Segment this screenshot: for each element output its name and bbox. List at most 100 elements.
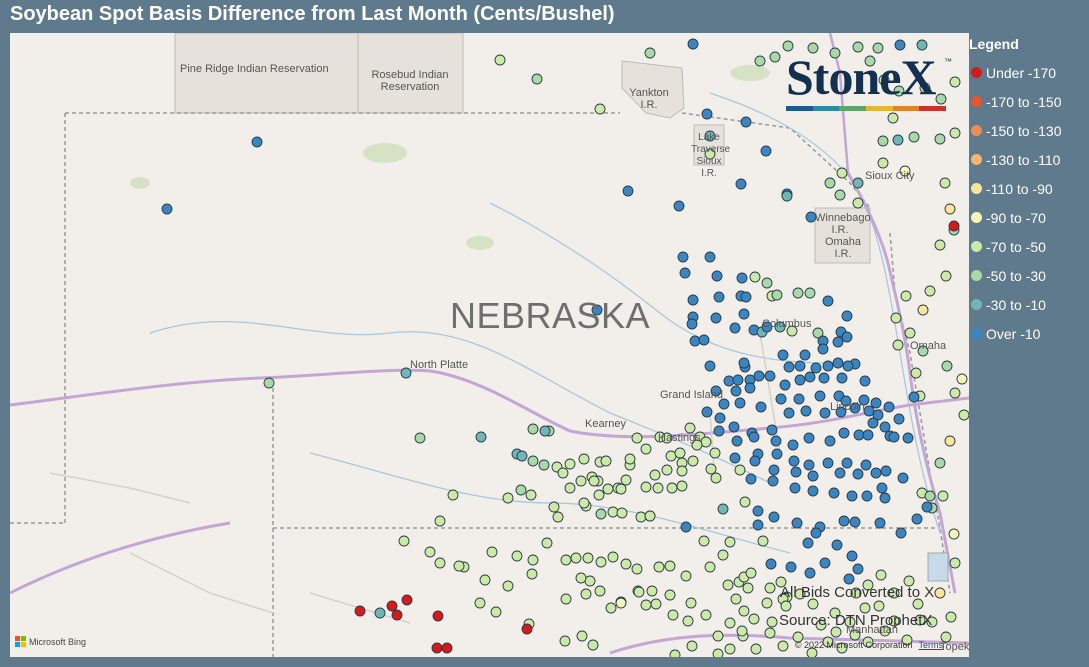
bid-marker[interactable] [724,617,736,629]
bid-marker[interactable] [872,42,884,54]
bid-marker[interactable] [474,597,486,609]
bid-marker[interactable] [729,452,741,464]
bid-marker[interactable] [803,432,815,444]
bid-marker[interactable] [900,290,912,302]
bid-marker[interactable] [764,582,776,594]
bid-marker[interactable] [724,643,736,655]
bid-marker[interactable] [740,116,752,128]
bid-marker[interactable] [525,489,537,501]
bid-marker[interactable] [892,339,904,351]
bid-marker[interactable] [934,457,946,469]
bid-marker[interactable] [861,490,873,502]
bid-marker[interactable] [434,515,446,527]
bid-marker[interactable] [819,407,831,419]
bid-marker[interactable] [901,634,913,646]
bid-marker[interactable] [712,630,724,642]
bid-marker[interactable] [689,335,701,347]
bid-marker[interactable] [775,393,787,405]
bid-marker[interactable] [870,397,882,409]
bid-marker[interactable] [794,374,806,386]
bid-marker[interactable] [686,318,698,330]
bid-marker[interactable] [400,367,412,379]
legend-item[interactable]: -50 to -30 [969,261,1087,290]
bid-marker[interactable] [806,647,818,657]
legend-item[interactable]: -30 to -10 [969,290,1087,319]
bid-marker[interactable] [949,76,961,88]
bid-marker[interactable] [745,567,757,579]
bid-marker[interactable] [894,39,906,51]
bid-marker[interactable] [948,220,960,232]
bid-marker[interactable] [832,336,844,348]
bid-marker[interactable] [775,576,787,588]
bid-marker[interactable] [852,41,864,53]
bid-marker[interactable] [712,648,724,657]
bid-marker[interactable] [835,406,847,418]
bid-marker[interactable] [594,103,606,115]
bid-marker[interactable] [594,585,606,597]
bid-marker[interactable] [749,271,761,283]
bid-marker[interactable] [682,615,694,627]
legend-item[interactable]: -130 to -110 [969,145,1087,174]
bid-marker[interactable] [494,54,506,66]
bid-marker[interactable] [908,131,920,143]
bid-marker[interactable] [527,423,539,435]
bid-marker[interactable] [877,157,889,169]
bid-marker[interactable] [890,312,902,324]
bid-marker[interactable] [766,424,778,436]
bid-marker[interactable] [949,127,961,139]
bid-marker[interactable] [738,308,750,320]
legend-item[interactable]: Under -170 [969,58,1087,87]
bid-marker[interactable] [873,600,885,612]
bid-marker[interactable] [860,459,872,471]
bid-marker[interactable] [862,636,874,648]
bid-marker[interactable] [852,197,864,209]
bid-marker[interactable] [730,593,742,605]
bid-marker[interactable] [652,482,664,494]
bid-marker[interactable] [502,580,514,592]
bid-marker[interactable] [734,464,746,476]
bid-marker[interactable] [934,239,946,251]
bid-marker[interactable] [824,177,836,189]
bid-marker[interactable] [679,267,691,279]
bid-marker[interactable] [745,473,757,485]
bid-marker[interactable] [731,435,743,447]
bid-marker[interactable] [595,508,607,520]
bid-marker[interactable] [879,625,891,637]
bid-marker[interactable] [616,507,628,519]
legend-item[interactable]: -70 to -50 [969,232,1087,261]
bid-marker[interactable] [591,304,603,316]
bid-marker[interactable] [770,435,782,447]
bid-marker[interactable] [538,459,550,471]
bid-marker[interactable] [787,439,799,451]
bid-marker[interactable] [838,515,850,527]
bid-marker[interactable] [836,642,848,654]
bid-marker[interactable] [877,135,889,147]
bid-marker[interactable] [814,390,826,402]
bid-marker[interactable] [588,475,600,487]
bid-marker[interactable] [935,93,947,105]
bid-marker[interactable] [850,587,862,599]
bid-marker[interactable] [752,505,764,517]
bid-marker[interactable] [824,435,836,447]
bid-marker[interactable] [602,483,614,495]
bid-marker[interactable] [539,425,551,437]
bid-marker[interactable] [640,481,652,493]
bid-marker[interactable] [914,614,926,626]
bid-marker[interactable] [945,611,957,623]
bid-marker[interactable] [804,371,816,383]
bid-marker[interactable] [701,406,713,418]
bid-marker[interactable] [849,402,861,414]
bid-marker[interactable] [807,470,819,482]
bid-marker[interactable] [781,190,793,202]
bid-marker[interactable] [607,551,619,563]
bid-marker[interactable] [576,630,588,642]
bid-marker[interactable] [615,597,627,609]
bid-marker[interactable] [704,130,716,142]
bid-marker[interactable] [640,599,652,611]
bid-marker[interactable] [644,47,656,59]
bid-marker[interactable] [804,567,816,579]
bid-marker[interactable] [710,385,722,397]
bid-marker[interactable] [852,177,864,189]
bid-marker[interactable] [783,407,795,419]
bid-marker[interactable] [739,496,751,508]
